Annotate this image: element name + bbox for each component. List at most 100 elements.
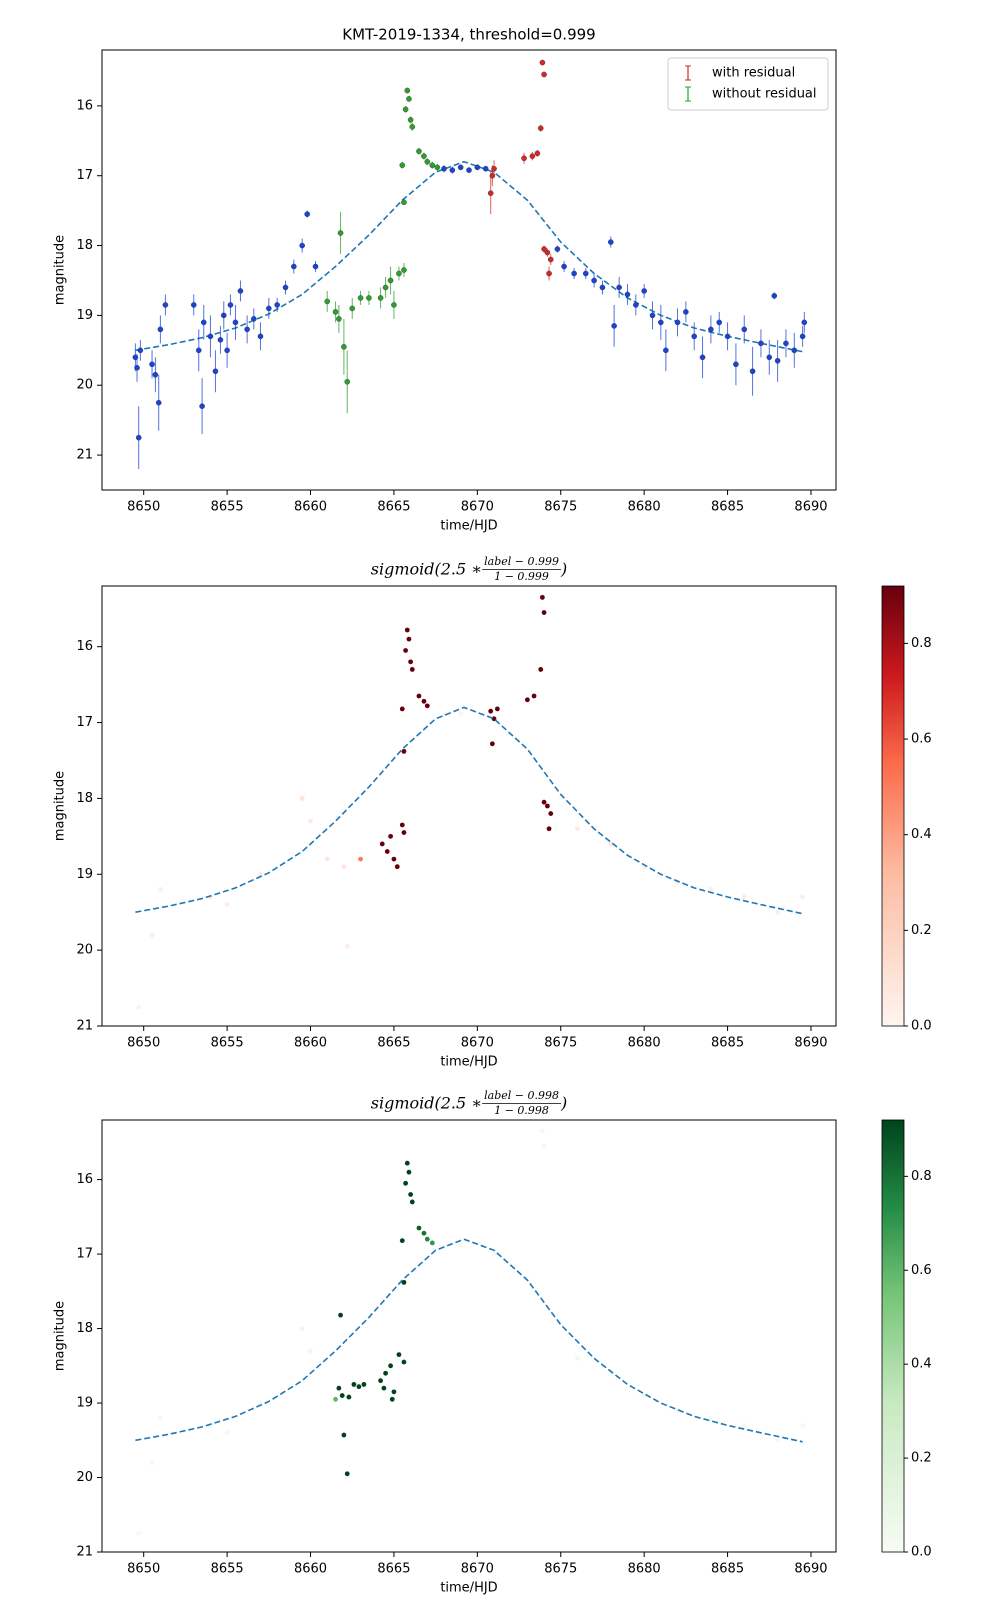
data-point	[404, 1160, 410, 1166]
data-point	[749, 368, 756, 375]
data-point	[383, 1370, 388, 1376]
chart-title: sigmoid(2.5 ∗ label − 0.999 1 − 0.999)	[371, 555, 568, 583]
data-point	[244, 326, 250, 333]
data-point	[741, 894, 747, 900]
data-point	[534, 150, 541, 157]
x-tick-label: 8675	[544, 1562, 577, 1577]
y-tick-label: 20	[76, 378, 93, 393]
y-tick-label: 21	[76, 1019, 93, 1034]
data-point	[157, 326, 164, 333]
colorbar-tick-label: 0.2	[911, 1451, 932, 1466]
model-curve	[135, 160, 803, 353]
data-point	[482, 165, 489, 172]
x-tick-label: 8660	[294, 1562, 327, 1577]
data-point	[409, 1199, 415, 1205]
data-point	[641, 288, 647, 294]
data-point	[441, 165, 447, 172]
data-point	[337, 230, 344, 236]
data-point	[633, 302, 639, 308]
y-axis-label: magnitude	[53, 235, 68, 305]
data-point	[521, 155, 527, 162]
chart-title: sigmoid(2.5 ∗ label − 0.998 1 − 0.998)	[371, 1089, 568, 1117]
data-point	[800, 894, 806, 900]
data-point	[608, 841, 614, 847]
data-point	[399, 706, 405, 712]
data-point	[308, 1348, 313, 1354]
data-point	[224, 1430, 230, 1436]
data-point	[616, 284, 622, 291]
data-point	[388, 1363, 393, 1369]
axes-frame	[101, 585, 837, 1027]
data-point	[649, 312, 656, 319]
data-point	[591, 277, 597, 284]
data-point	[641, 1393, 647, 1398]
y-tick-label: 16	[76, 98, 93, 113]
data-point	[190, 302, 197, 308]
y-tick-label: 20	[76, 943, 93, 958]
data-point	[149, 1460, 155, 1466]
data-point	[663, 347, 669, 354]
data-point	[541, 246, 547, 252]
colorbar-tick-label: 0.6	[911, 732, 932, 747]
data-point	[384, 849, 390, 854]
data-point	[724, 333, 731, 340]
data-point	[220, 312, 227, 319]
x-axis-label: time/HJD	[440, 1581, 497, 1596]
data-point	[541, 610, 547, 615]
data-point	[766, 354, 773, 361]
data-point	[406, 636, 412, 642]
data-point	[599, 284, 606, 291]
x-tick-label: 8685	[711, 500, 744, 515]
x-tick-label: 8680	[628, 500, 661, 515]
data-point	[136, 1004, 142, 1010]
data-point	[396, 1352, 402, 1358]
x-axis-label: time/HJD	[440, 1055, 497, 1070]
colorbar-tick-label: 0.4	[911, 1357, 932, 1372]
data-point	[162, 302, 169, 308]
y-axis-label: magnitude	[53, 1301, 68, 1371]
x-tick-label: 8670	[461, 1036, 494, 1051]
data-point	[356, 1384, 362, 1390]
x-tick-label: 8680	[628, 1562, 661, 1577]
data-point	[251, 316, 257, 322]
y-tick-label: 20	[76, 1470, 93, 1485]
data-point	[152, 371, 159, 378]
data-point	[741, 326, 748, 333]
data-point	[157, 887, 163, 892]
data-point	[457, 164, 464, 171]
legend-box	[667, 57, 829, 111]
data-point	[137, 347, 144, 354]
x-tick-label: 8665	[377, 1562, 410, 1577]
data-point	[434, 164, 441, 171]
title-prefix: sigmoid(2.5 ∗	[371, 1094, 482, 1113]
colorbar-tick-label: 0.0	[911, 1019, 932, 1034]
legend-label: with residual	[712, 66, 795, 81]
data-point	[775, 1437, 781, 1443]
title-suffix: )	[560, 560, 567, 579]
data-point	[291, 263, 297, 270]
data-point	[224, 347, 230, 354]
plot-area	[135, 1128, 806, 1536]
data-point	[458, 1242, 464, 1248]
x-tick-label: 8675	[544, 1036, 577, 1051]
data-point	[149, 932, 155, 938]
data-point	[351, 1382, 357, 1387]
data-point	[421, 153, 427, 159]
data-point	[379, 841, 385, 847]
data-point	[399, 1238, 405, 1244]
data-point	[449, 167, 456, 173]
data-point	[429, 162, 436, 169]
data-point	[299, 242, 305, 249]
data-point	[404, 627, 410, 633]
data-point	[416, 148, 422, 155]
data-point	[800, 1422, 806, 1428]
data-point	[299, 796, 305, 801]
data-point	[199, 403, 205, 409]
x-tick-label: 8650	[127, 1562, 160, 1577]
data-point	[274, 302, 280, 308]
x-axis-label: time/HJD	[440, 519, 497, 534]
title-denominator: 1 − 0.998	[494, 1104, 549, 1117]
y-tick-label: 17	[76, 715, 93, 730]
data-point	[675, 1408, 680, 1413]
data-point	[429, 1240, 435, 1246]
